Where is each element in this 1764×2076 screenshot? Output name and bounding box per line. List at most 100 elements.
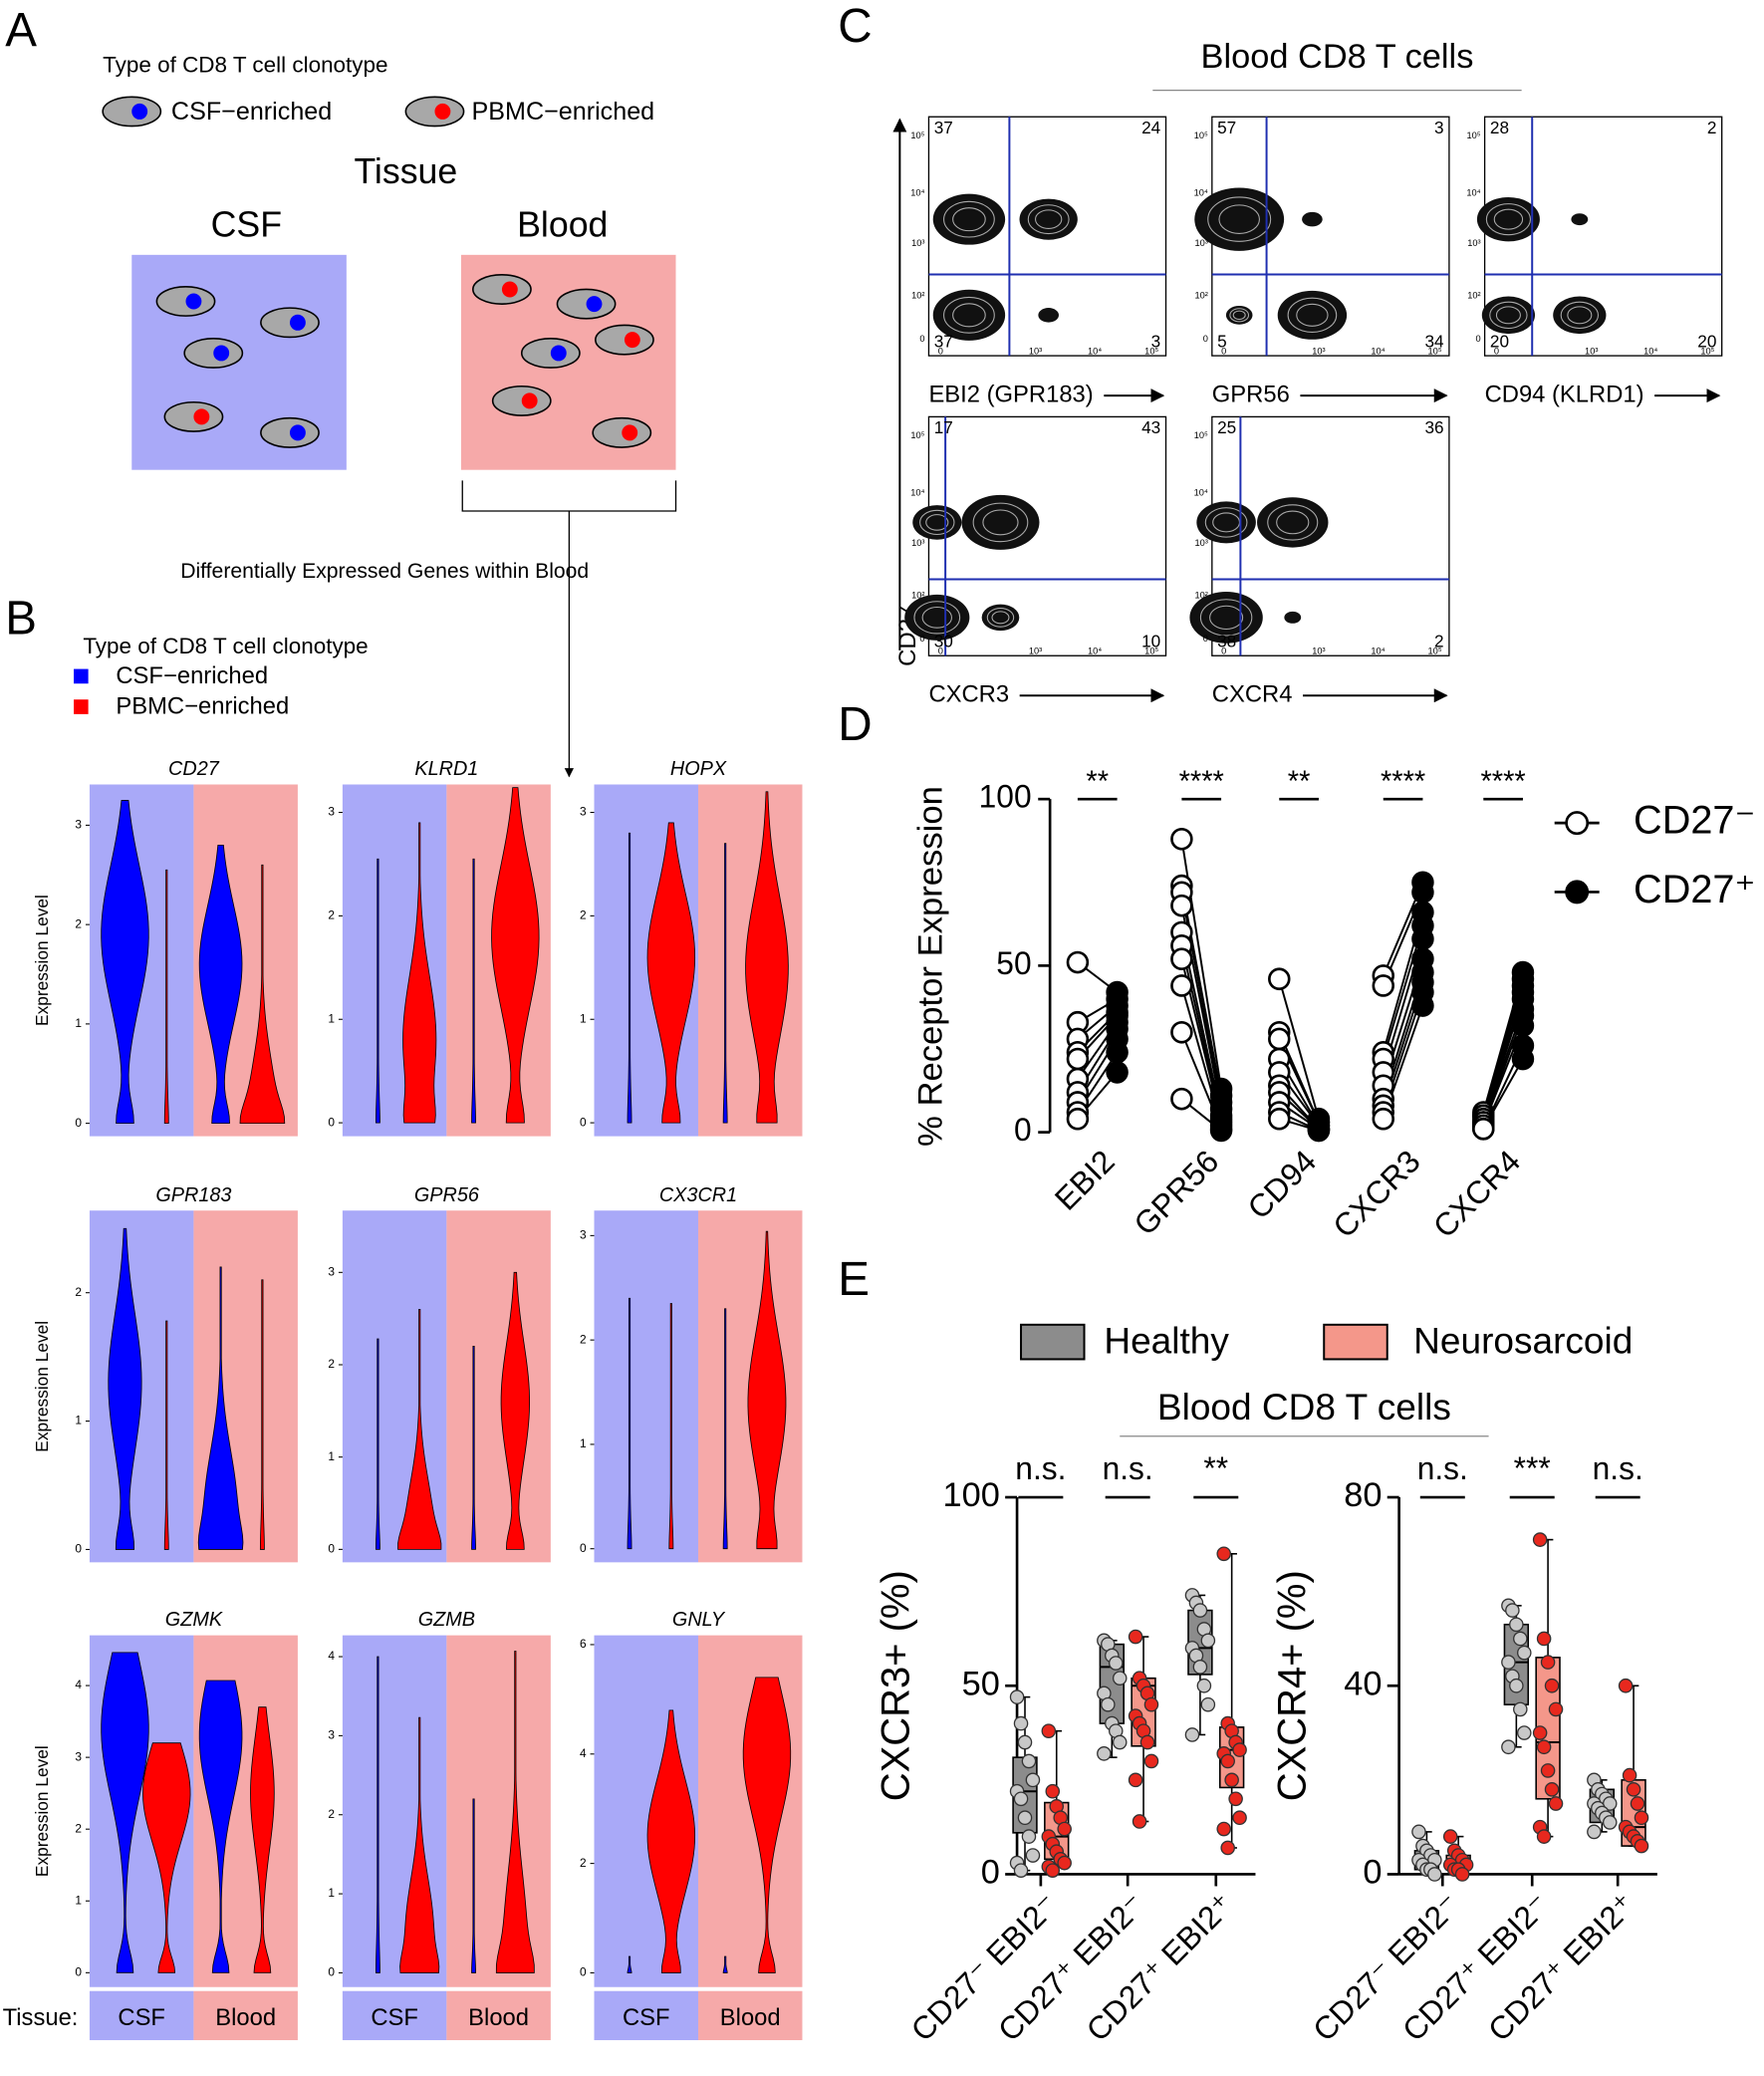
y-axis-label: CXCR3+ (%) <box>875 1570 918 1801</box>
x-tick-label: 10⁴ <box>1088 347 1102 357</box>
y-tick-label: 10² <box>1194 291 1207 301</box>
dot <box>1170 947 1193 971</box>
contour <box>1276 510 1310 535</box>
tissue-name: CSF <box>211 204 282 244</box>
violin <box>722 1308 728 1550</box>
x-tick-label: 10⁴ <box>1371 347 1385 357</box>
quadrant-label: 37 <box>934 118 953 137</box>
tissue-bg <box>594 1210 698 1563</box>
contour <box>1199 599 1253 637</box>
quadrant-label: 28 <box>1490 118 1509 137</box>
y-tick-label: 2 <box>328 908 335 922</box>
violin <box>742 1677 792 1973</box>
violin <box>627 832 632 1124</box>
y-tick-label: 10³ <box>911 538 924 548</box>
point <box>1041 1723 1057 1738</box>
y-tick-label: 100 <box>943 1476 1000 1514</box>
contour <box>1567 306 1593 325</box>
point <box>1442 1829 1458 1844</box>
significance: ** <box>1288 766 1311 798</box>
violin <box>471 1346 476 1550</box>
legend-swatch <box>74 699 89 714</box>
tissue-bg <box>446 1210 551 1563</box>
y-tick-label: 1 <box>328 1449 335 1463</box>
cell-nucleus <box>289 314 306 331</box>
quadrant-label: 24 <box>1141 118 1161 137</box>
y-tick-label: 0 <box>919 634 924 644</box>
x-axis-label: GPR56 <box>1212 381 1290 407</box>
contour <box>1204 507 1248 538</box>
contour <box>1035 209 1063 229</box>
y-tick-label: 3 <box>328 1728 335 1742</box>
significance: ** <box>1086 766 1109 798</box>
tissue-name: Blood <box>720 2004 781 2031</box>
contour <box>943 296 995 334</box>
point <box>1602 1815 1618 1830</box>
contour <box>1027 204 1070 235</box>
y-tick-label: 10⁴ <box>910 187 924 197</box>
y-tick-label: 1 <box>75 1414 82 1427</box>
y-tick-label: 0 <box>1475 334 1480 344</box>
legend-title: Type of CD8 T cell clonotype <box>83 634 368 658</box>
y-tick-label: 10⁵ <box>910 430 924 440</box>
dot <box>1066 1107 1090 1131</box>
y-tick-label: 0 <box>1363 1853 1382 1891</box>
tissue-bar <box>446 1990 551 2041</box>
point <box>1517 1645 1532 1661</box>
dot <box>1170 974 1193 997</box>
quadrant-label: 3 <box>1151 331 1161 351</box>
y-axis-label: % Receptor Expression <box>912 786 950 1147</box>
tissue-bar <box>89 1990 194 2041</box>
population <box>1038 308 1059 323</box>
point <box>1017 1734 1033 1750</box>
point <box>1139 1734 1155 1750</box>
point <box>1025 1772 1041 1788</box>
violin <box>471 858 476 1124</box>
y-tick-label: 10³ <box>1194 238 1207 248</box>
significance: **** <box>1480 766 1525 798</box>
contour <box>1207 196 1272 242</box>
point <box>1216 1821 1231 1837</box>
panel-label: C <box>838 0 872 53</box>
y-tick-label: 0 <box>75 1964 82 1978</box>
y-tick-label: 10⁵ <box>1194 130 1208 140</box>
y-tick-label: 100 <box>979 778 1032 814</box>
violin <box>163 869 169 1125</box>
y-tick-label: 0 <box>1014 1112 1032 1148</box>
y-tick-label: 3 <box>580 805 587 819</box>
significance: n.s. <box>1593 1450 1643 1486</box>
panel-label: B <box>5 592 37 645</box>
dot <box>1170 827 1193 851</box>
y-tick-label: 0 <box>328 1115 335 1129</box>
point <box>1013 1863 1029 1879</box>
violin <box>375 1656 380 1973</box>
contour <box>1229 308 1250 323</box>
y-tick-label: 40 <box>1344 1665 1382 1702</box>
y-tick-label: 2 <box>75 916 82 930</box>
legend-cell-nucleus <box>434 103 451 120</box>
population <box>1571 213 1589 226</box>
point <box>1517 1725 1532 1740</box>
dot <box>1411 994 1434 1017</box>
point <box>1618 1678 1634 1693</box>
significance: *** <box>1514 1450 1551 1486</box>
point <box>1540 1655 1556 1670</box>
quadrant-label: 5 <box>1217 331 1227 351</box>
y-tick-label: 0 <box>75 1116 82 1130</box>
cell-nucleus <box>213 345 230 362</box>
quadrant-label: 34 <box>1424 331 1444 351</box>
y-tick-label: 4 <box>328 1649 335 1663</box>
violin <box>198 844 243 1125</box>
point <box>1513 1631 1528 1647</box>
point <box>1045 1863 1061 1879</box>
y-tick-label: 0 <box>981 1853 1000 1891</box>
dot <box>1106 1061 1129 1084</box>
x-tick-label: EBI2 <box>1048 1143 1122 1217</box>
y-tick-label: 0 <box>1203 334 1208 344</box>
point <box>1427 1867 1442 1882</box>
x-tick-label: 10³ <box>1312 347 1325 357</box>
violin <box>668 1303 674 1550</box>
x-tick-label: 0 <box>1221 647 1226 656</box>
gene-title: HOPX <box>670 758 727 780</box>
tissue-name: Blood <box>517 204 608 244</box>
